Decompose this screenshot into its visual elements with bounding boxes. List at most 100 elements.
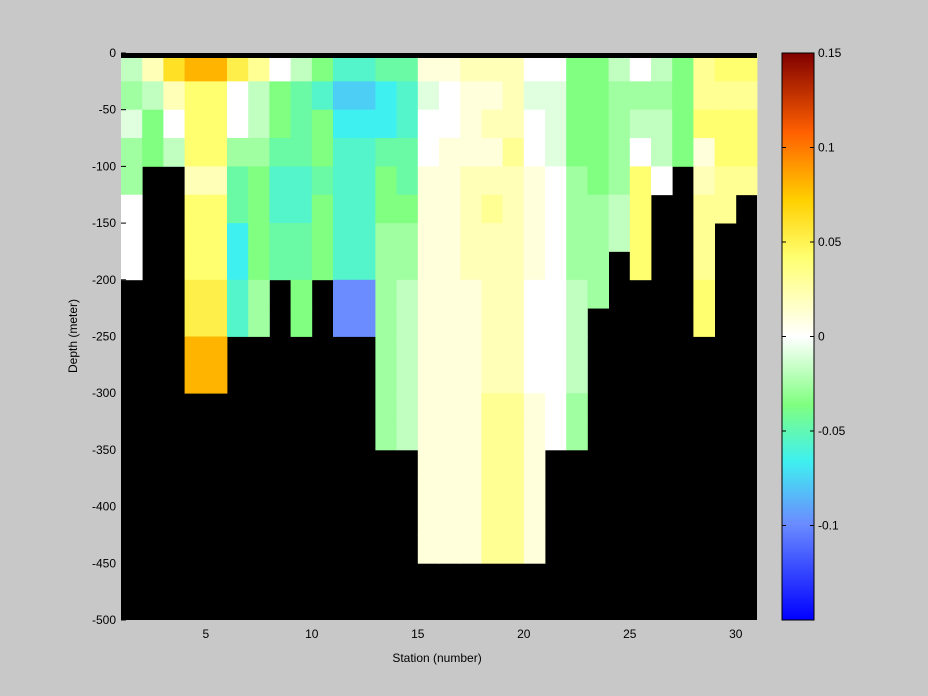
heatmap-cell <box>290 251 313 281</box>
heatmap-cell <box>184 53 207 82</box>
heatmap-cell <box>439 109 461 139</box>
heatmap-cell <box>439 166 461 196</box>
heatmap-cell <box>502 53 525 82</box>
heatmap-cell <box>333 81 355 111</box>
heatmap-cell <box>460 478 482 507</box>
heatmap-cell <box>396 308 419 337</box>
heatmap-cell <box>693 308 715 337</box>
heatmap-cell <box>227 81 249 111</box>
heatmap-cell <box>629 166 652 196</box>
heatmap-cell <box>184 251 207 281</box>
heatmap-cell <box>651 81 673 111</box>
heatmap-cell <box>587 194 609 224</box>
heatmap-cell <box>354 166 376 196</box>
heatmap-cell <box>629 194 652 224</box>
y-tick-label: 0 <box>109 46 116 60</box>
heatmap-cell <box>545 308 567 337</box>
heatmap-cell <box>523 534 546 564</box>
heatmap-cell <box>311 194 334 224</box>
heatmap-cell <box>481 138 503 167</box>
heatmap-cell <box>121 109 143 139</box>
heatmap-cell <box>460 421 482 451</box>
heatmap-cell <box>714 109 737 139</box>
heatmap-cell <box>184 364 207 394</box>
heatmap-cell <box>205 109 228 139</box>
heatmap-cell <box>481 279 503 309</box>
heatmap-cell <box>693 279 715 309</box>
heatmap-cell <box>227 138 249 167</box>
y-tick-label: -400 <box>92 500 116 514</box>
heatmap-cell <box>227 279 249 309</box>
heatmap-cell <box>481 166 503 196</box>
heatmap-cell <box>460 308 482 337</box>
heatmap-cell <box>269 223 291 252</box>
heatmap-cell <box>523 109 546 139</box>
heatmap-cell <box>227 251 249 281</box>
x-tick-label: 5 <box>202 627 209 641</box>
heatmap-cell <box>460 279 482 309</box>
heatmap-cell <box>142 138 164 167</box>
heatmap-cell <box>333 138 355 167</box>
heatmap-cell <box>545 194 567 224</box>
heatmap-cell <box>481 534 503 564</box>
heatmap-cell <box>693 81 715 111</box>
heatmap-cell <box>121 166 143 196</box>
heatmap-cell <box>375 138 397 167</box>
heatmap-cell <box>460 449 482 479</box>
colorbar-tick-label: 0.05 <box>818 235 842 249</box>
heatmap-cell <box>311 53 334 82</box>
heatmap-cell <box>375 364 397 394</box>
heatmap-cell <box>481 194 503 224</box>
y-tick-label: -150 <box>92 216 116 230</box>
heatmap-cell <box>375 223 397 252</box>
heatmap-cell <box>205 53 228 82</box>
heatmap-cell <box>460 393 482 422</box>
y-tick-label: -350 <box>92 443 116 457</box>
heatmap-cells <box>121 53 758 564</box>
heatmap-cell <box>354 194 376 224</box>
heatmap-cell <box>396 421 419 451</box>
heatmap-cell <box>375 251 397 281</box>
heatmap-cell <box>121 81 143 111</box>
heatmap-cell <box>142 109 164 139</box>
heatmap-cell <box>439 364 461 394</box>
heatmap-cell <box>375 279 397 309</box>
heatmap-cell <box>502 81 525 111</box>
heatmap-cell <box>269 138 291 167</box>
heatmap-cell <box>121 194 143 224</box>
heatmap-cell <box>566 251 588 281</box>
heatmap-cell <box>672 138 694 167</box>
heatmap-cell <box>439 506 461 536</box>
heatmap-cell <box>566 53 588 82</box>
heatmap-cell <box>205 138 228 167</box>
heatmap-cell <box>439 449 461 479</box>
heatmap-cell <box>502 506 525 536</box>
heatmap-cell <box>566 421 588 451</box>
heatmap-cell <box>417 279 440 309</box>
heatmap-cell <box>269 194 291 224</box>
heatmap-cell <box>629 138 652 167</box>
heatmap-cell <box>248 194 270 224</box>
heatmap-cell <box>333 166 355 196</box>
heatmap-cell <box>121 223 143 252</box>
colorbar-tick-label: -0.05 <box>818 424 846 438</box>
heatmap-cell <box>121 138 143 167</box>
heatmap-cell <box>523 449 546 479</box>
heatmap-cell <box>545 421 567 451</box>
heatmap-cell <box>502 393 525 422</box>
heatmap-cell <box>545 109 567 139</box>
heatmap-cell <box>375 308 397 337</box>
heatmap-cell <box>184 81 207 111</box>
heatmap-cell <box>248 109 270 139</box>
heatmap-cell <box>396 138 419 167</box>
heatmap-cell <box>502 336 525 366</box>
heatmap-cell <box>248 81 270 111</box>
heatmap-cell <box>439 393 461 422</box>
heatmap-cell <box>587 251 609 281</box>
heatmap-cell <box>608 194 631 224</box>
heatmap-cell <box>693 166 715 196</box>
heatmap-cell <box>269 81 291 111</box>
heatmap-cell <box>460 506 482 536</box>
heatmap-cell <box>248 308 270 337</box>
